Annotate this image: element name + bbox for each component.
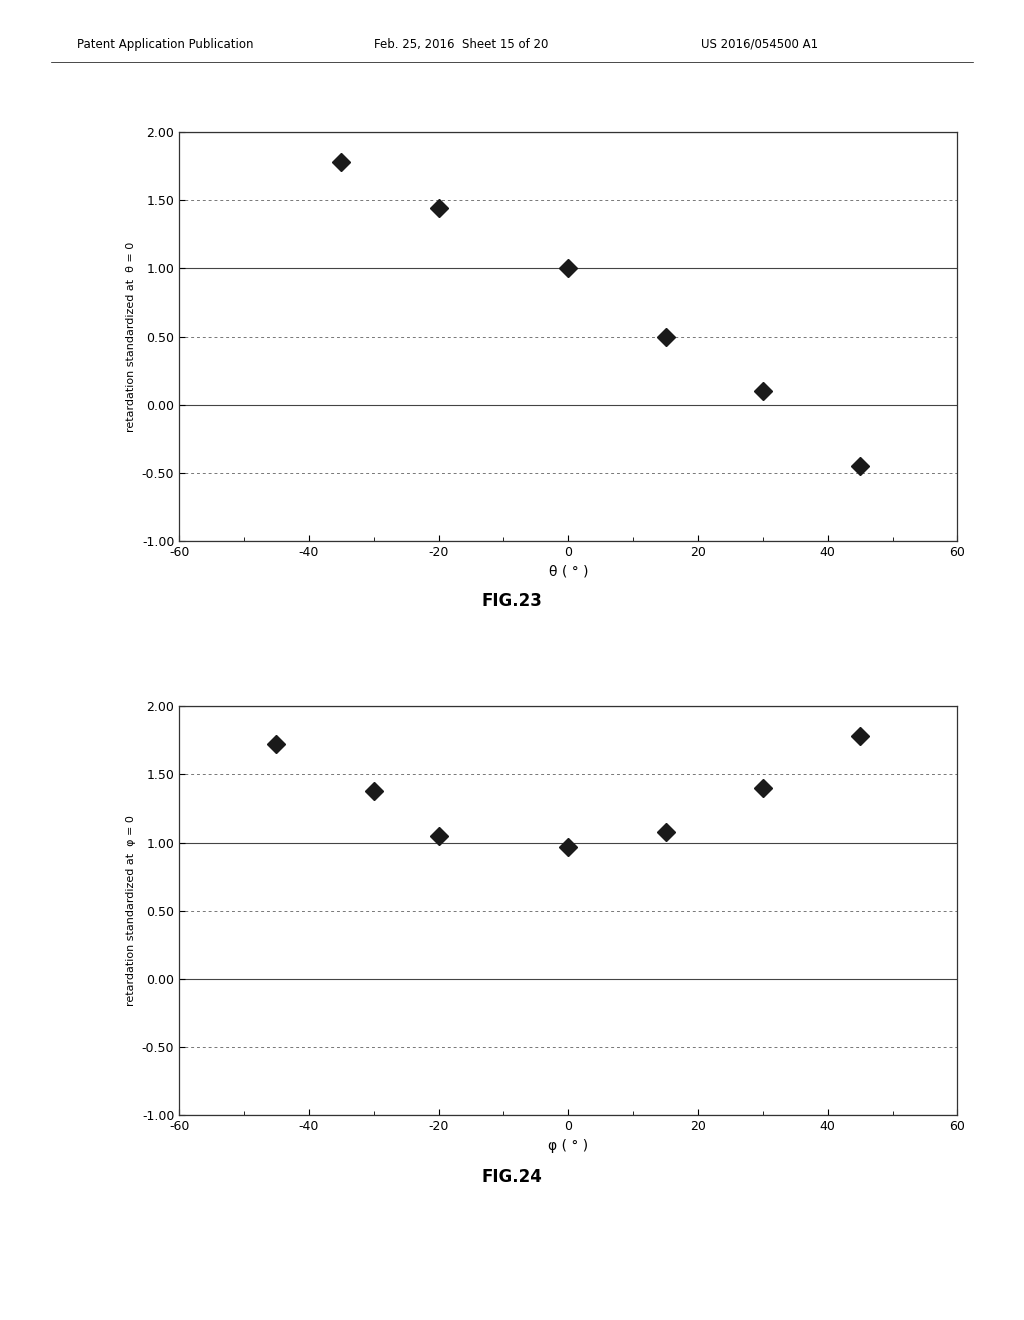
- Text: FIG.23: FIG.23: [481, 591, 543, 610]
- Text: FIG.24: FIG.24: [481, 1168, 543, 1187]
- Y-axis label: retardation standardized at  φ = 0: retardation standardized at φ = 0: [126, 816, 136, 1006]
- X-axis label: φ ( ° ): φ ( ° ): [548, 1139, 589, 1152]
- X-axis label: θ ( ° ): θ ( ° ): [549, 565, 588, 578]
- Text: Feb. 25, 2016  Sheet 15 of 20: Feb. 25, 2016 Sheet 15 of 20: [374, 37, 548, 50]
- Text: Patent Application Publication: Patent Application Publication: [77, 37, 253, 50]
- Y-axis label: retardation standardized at  θ = 0: retardation standardized at θ = 0: [126, 242, 136, 432]
- Text: US 2016/054500 A1: US 2016/054500 A1: [701, 37, 818, 50]
